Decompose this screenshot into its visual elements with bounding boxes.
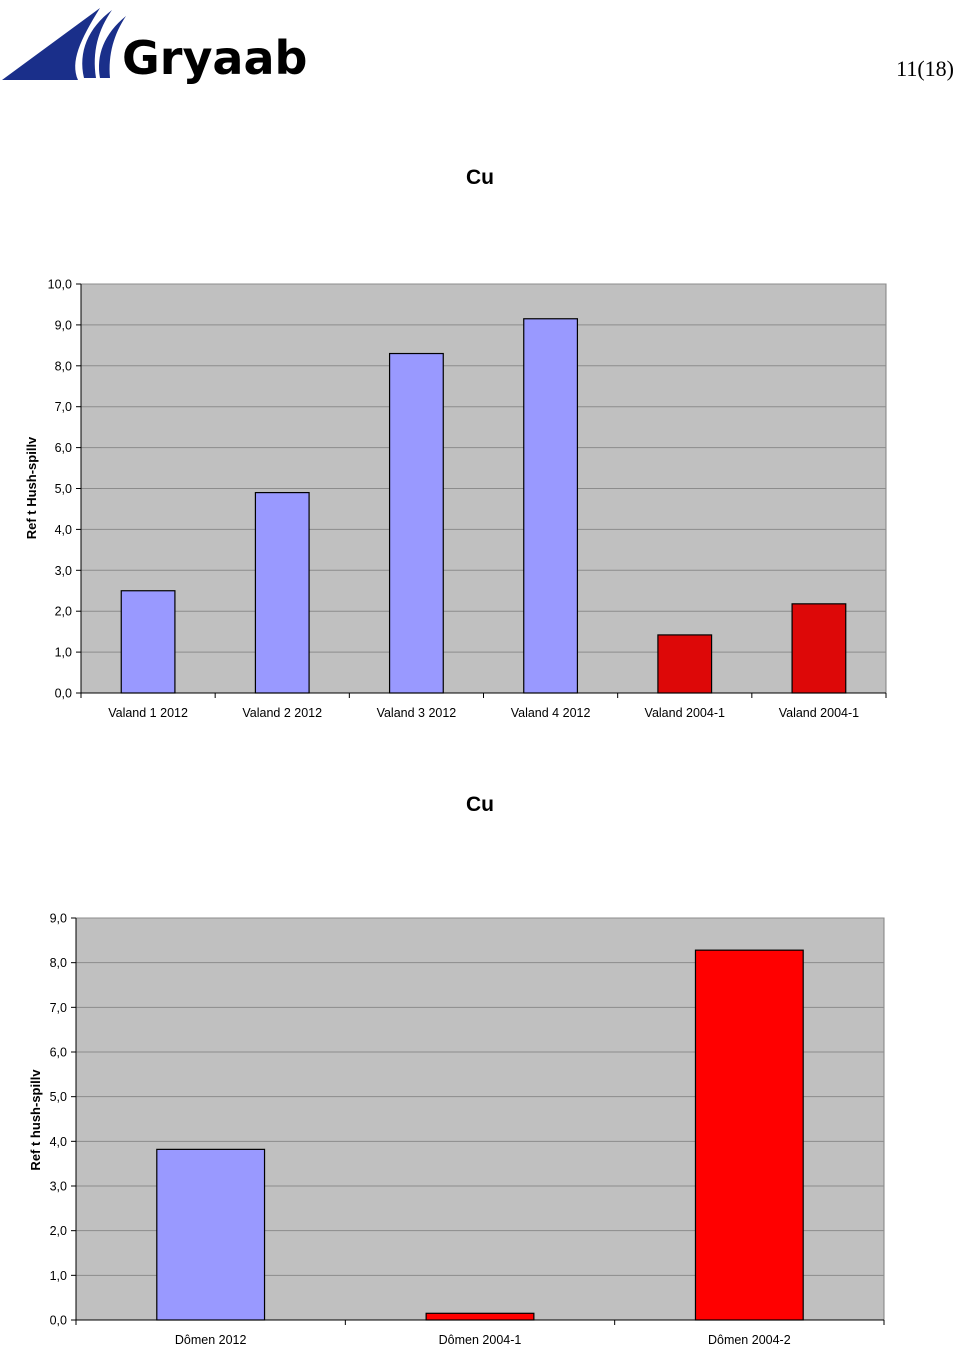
bar: [523, 318, 579, 694]
x-tick-label: Valand 2004-1: [645, 706, 725, 720]
bar: [657, 634, 713, 694]
logo-text: Gryaab: [122, 31, 307, 85]
logo-swoosh-2: [99, 16, 126, 78]
y-tick-label: 3,0: [50, 1180, 67, 1194]
chart1: 0,0 1,0 2,0 3,0 4,0 5,0 6,0 7,0 8,0 9,0 10,0 Valand…: [24, 278, 887, 720]
y-tick-label: 5,0: [50, 1090, 67, 1104]
logo-swoosh-1: [82, 10, 112, 78]
y-tick-label: 9,0: [55, 318, 72, 332]
x-tick-label: Valand 4 2012: [511, 706, 591, 720]
chart1-title: Cu: [466, 166, 494, 189]
x-tick-label: Valand 2004-1: [779, 706, 859, 720]
gryaab-logo: Gryaab: [2, 8, 307, 85]
y-tick-label: 8,0: [50, 956, 67, 970]
x-tick-label: Valand 1 2012: [108, 706, 188, 720]
chart2: 0,0 1,0 2,0 3,0 4,0 5,0 6,0 7,0 8,0 9,0 Dômen 2012…: [28, 912, 885, 1346]
y-tick-label: 2,0: [50, 1224, 67, 1238]
y-tick-label: 4,0: [50, 1135, 67, 1149]
y-tick-label: 6,0: [50, 1046, 67, 1060]
chart2-title: Cu: [466, 793, 494, 816]
bar: [425, 1312, 535, 1321]
y-axis-label: Ref t hush-spillv: [28, 1069, 43, 1171]
y-tick-label: 0,0: [50, 1314, 67, 1328]
x-tick-label: Valand 3 2012: [377, 706, 457, 720]
y-tick-label: 8,0: [55, 359, 72, 373]
y-tick-label: 9,0: [50, 912, 67, 926]
x-tick-label: Valand 2 2012: [242, 706, 322, 720]
bar: [694, 949, 804, 1321]
bar: [120, 590, 176, 694]
y-tick-label: 10,0: [48, 278, 72, 292]
y-tick-label: 2,0: [55, 605, 72, 619]
y-tick-label: 1,0: [50, 1269, 67, 1283]
x-tick-label: Dômen 2004-1: [439, 1333, 522, 1346]
bar: [254, 491, 310, 694]
y-axis-label: Ref t Hush-spillv: [24, 436, 39, 539]
bar: [388, 352, 444, 694]
logo-wave-shape: [2, 8, 100, 80]
y-tick-label: 3,0: [55, 564, 72, 578]
page-number: 11(18): [896, 56, 954, 81]
x-tick-label: Dômen 2004-2: [708, 1333, 791, 1346]
y-tick-label: 4,0: [55, 523, 72, 537]
y-tick-label: 7,0: [50, 1001, 67, 1015]
y-tick-label: 0,0: [55, 687, 72, 701]
bar: [791, 603, 847, 694]
bar: [156, 1148, 266, 1321]
y-tick-label: 6,0: [55, 441, 72, 455]
x-tick-label: Dômen 2012: [175, 1333, 247, 1346]
y-tick-label: 1,0: [55, 646, 72, 660]
y-tick-label: 7,0: [55, 400, 72, 414]
y-tick-label: 5,0: [55, 482, 72, 496]
